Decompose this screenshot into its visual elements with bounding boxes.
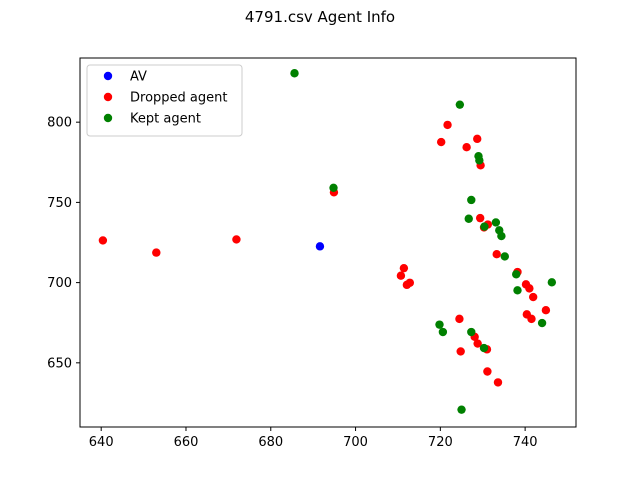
legend-label: Kept agent xyxy=(130,112,201,127)
data-point xyxy=(475,156,484,165)
legend-box xyxy=(86,64,243,137)
data-point xyxy=(497,231,506,241)
legend: AV Dropped agent Kept agent xyxy=(86,64,243,137)
x-tick-label: 720 xyxy=(428,435,453,450)
data-point xyxy=(492,250,501,259)
data-point xyxy=(455,314,464,324)
legend-label: AV xyxy=(130,70,147,85)
data-point xyxy=(527,314,536,324)
data-point xyxy=(513,286,522,295)
data-point xyxy=(98,236,108,245)
data-point xyxy=(473,339,482,348)
axes-layer: 640 660 680 700 720 740 650 700 750 800 xyxy=(47,57,577,450)
y-tick-label: 750 xyxy=(47,196,72,211)
data-point xyxy=(436,137,446,147)
data-point xyxy=(528,292,538,302)
data-point xyxy=(525,284,534,293)
x-tick-label: 680 xyxy=(258,435,283,450)
data-point xyxy=(512,270,521,279)
data-point xyxy=(232,235,241,244)
axes-frame xyxy=(79,57,577,428)
data-point xyxy=(462,143,471,152)
legend-marker xyxy=(103,92,113,102)
data-point xyxy=(541,306,551,315)
series-kept-agent xyxy=(290,69,557,414)
data-point xyxy=(456,347,465,356)
data-point xyxy=(457,405,466,414)
data-point xyxy=(435,320,444,329)
series-av xyxy=(315,242,325,251)
data-point xyxy=(479,343,489,353)
data-point xyxy=(396,271,406,280)
y-tick-label: 800 xyxy=(47,116,72,131)
data-point xyxy=(315,242,325,251)
data-point xyxy=(405,278,415,287)
data-point xyxy=(491,218,501,227)
data-point xyxy=(475,213,485,223)
points-layer xyxy=(98,69,557,414)
data-point xyxy=(455,100,465,109)
legend-label: Dropped agent xyxy=(130,91,227,106)
data-point xyxy=(438,327,448,337)
data-point xyxy=(467,195,476,205)
data-point xyxy=(537,318,547,328)
data-point xyxy=(483,367,492,376)
chart-title: 4791.csv Agent Info xyxy=(245,8,395,26)
x-tick-label: 660 xyxy=(174,435,199,450)
data-point xyxy=(467,327,476,337)
data-point xyxy=(464,214,473,223)
data-point xyxy=(443,120,452,130)
data-point xyxy=(480,222,489,231)
x-tick-label: 640 xyxy=(89,435,114,450)
data-point xyxy=(290,69,299,78)
legend-marker xyxy=(103,71,113,81)
x-tick-label: 700 xyxy=(343,435,368,450)
data-point xyxy=(473,134,482,144)
data-point xyxy=(399,263,409,273)
data-point xyxy=(547,278,557,287)
legend-marker xyxy=(103,113,113,123)
data-point xyxy=(329,183,338,192)
data-point xyxy=(493,378,503,387)
data-point xyxy=(500,252,509,261)
y-tick-label: 650 xyxy=(47,356,72,371)
x-tick-label: 740 xyxy=(513,435,538,450)
data-point xyxy=(152,248,161,257)
y-tick-label: 700 xyxy=(47,276,72,291)
